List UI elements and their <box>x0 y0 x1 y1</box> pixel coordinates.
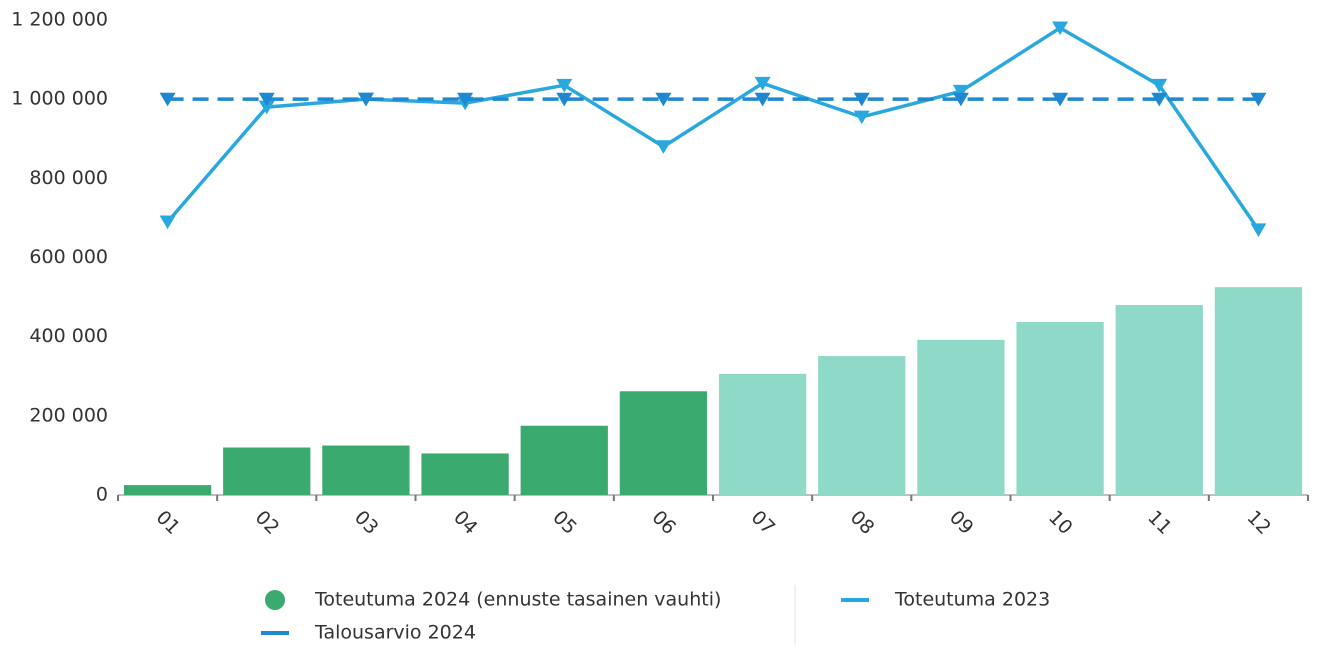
x-tick-label: 09 <box>945 506 978 539</box>
y-tick-label: 1 000 000 <box>11 88 108 110</box>
marker <box>1250 92 1267 107</box>
line <box>166 25 1260 231</box>
x-tick-label: 01 <box>152 506 185 539</box>
marker <box>258 92 275 107</box>
bar <box>718 373 807 495</box>
bar <box>520 425 608 495</box>
y-tick-label: 0 <box>96 484 108 506</box>
marker <box>853 92 870 107</box>
bar <box>123 485 212 495</box>
marker <box>853 110 870 125</box>
bar <box>1115 305 1203 495</box>
marker <box>754 92 771 107</box>
y-tick-label: 600 000 <box>29 246 108 268</box>
bar <box>421 453 509 495</box>
bar <box>322 445 410 495</box>
marker <box>952 84 969 99</box>
x-tick-label: 04 <box>449 506 482 539</box>
marker <box>1151 78 1168 93</box>
marker <box>1052 92 1069 107</box>
marker <box>159 215 176 230</box>
x-tick-label: 02 <box>251 506 284 539</box>
marker <box>556 92 573 107</box>
x-tick-label: 06 <box>647 506 680 539</box>
marker <box>1052 21 1069 36</box>
x-tick-label: 11 <box>1143 506 1176 539</box>
bar <box>619 391 708 495</box>
marker <box>457 92 474 107</box>
marker <box>1151 92 1168 107</box>
legend-label: Toteutuma 2023 <box>894 589 1050 611</box>
bar <box>917 339 1005 495</box>
marker <box>1250 223 1267 237</box>
x-tick-label: 03 <box>350 506 383 539</box>
bar <box>818 356 906 495</box>
marker <box>258 100 275 115</box>
marker <box>952 92 969 107</box>
x-tick-label: 05 <box>548 506 581 539</box>
bar <box>223 447 311 495</box>
x-tick-label: 08 <box>846 506 879 539</box>
marker <box>754 76 771 91</box>
legend-label: Talousarvio 2024 <box>314 622 476 644</box>
bar <box>1214 287 1303 495</box>
y-tick-label: 1 200 000 <box>11 9 108 31</box>
marker <box>655 92 672 107</box>
x-tick-label: 07 <box>747 506 780 539</box>
y-tick-label: 200 000 <box>29 404 108 426</box>
x-tick-label: 10 <box>1044 506 1077 539</box>
marker <box>655 140 672 154</box>
marker <box>556 78 573 93</box>
y-tick-label: 400 000 <box>29 325 108 347</box>
legend-swatch <box>265 590 285 610</box>
legend-label: Toteutuma 2024 (ennuste tasainen vauhti) <box>314 589 721 611</box>
bar <box>1016 322 1104 495</box>
marker <box>159 92 176 107</box>
marker <box>357 92 374 107</box>
x-tick-label: 12 <box>1242 506 1275 539</box>
y-tick-label: 800 000 <box>29 167 108 189</box>
